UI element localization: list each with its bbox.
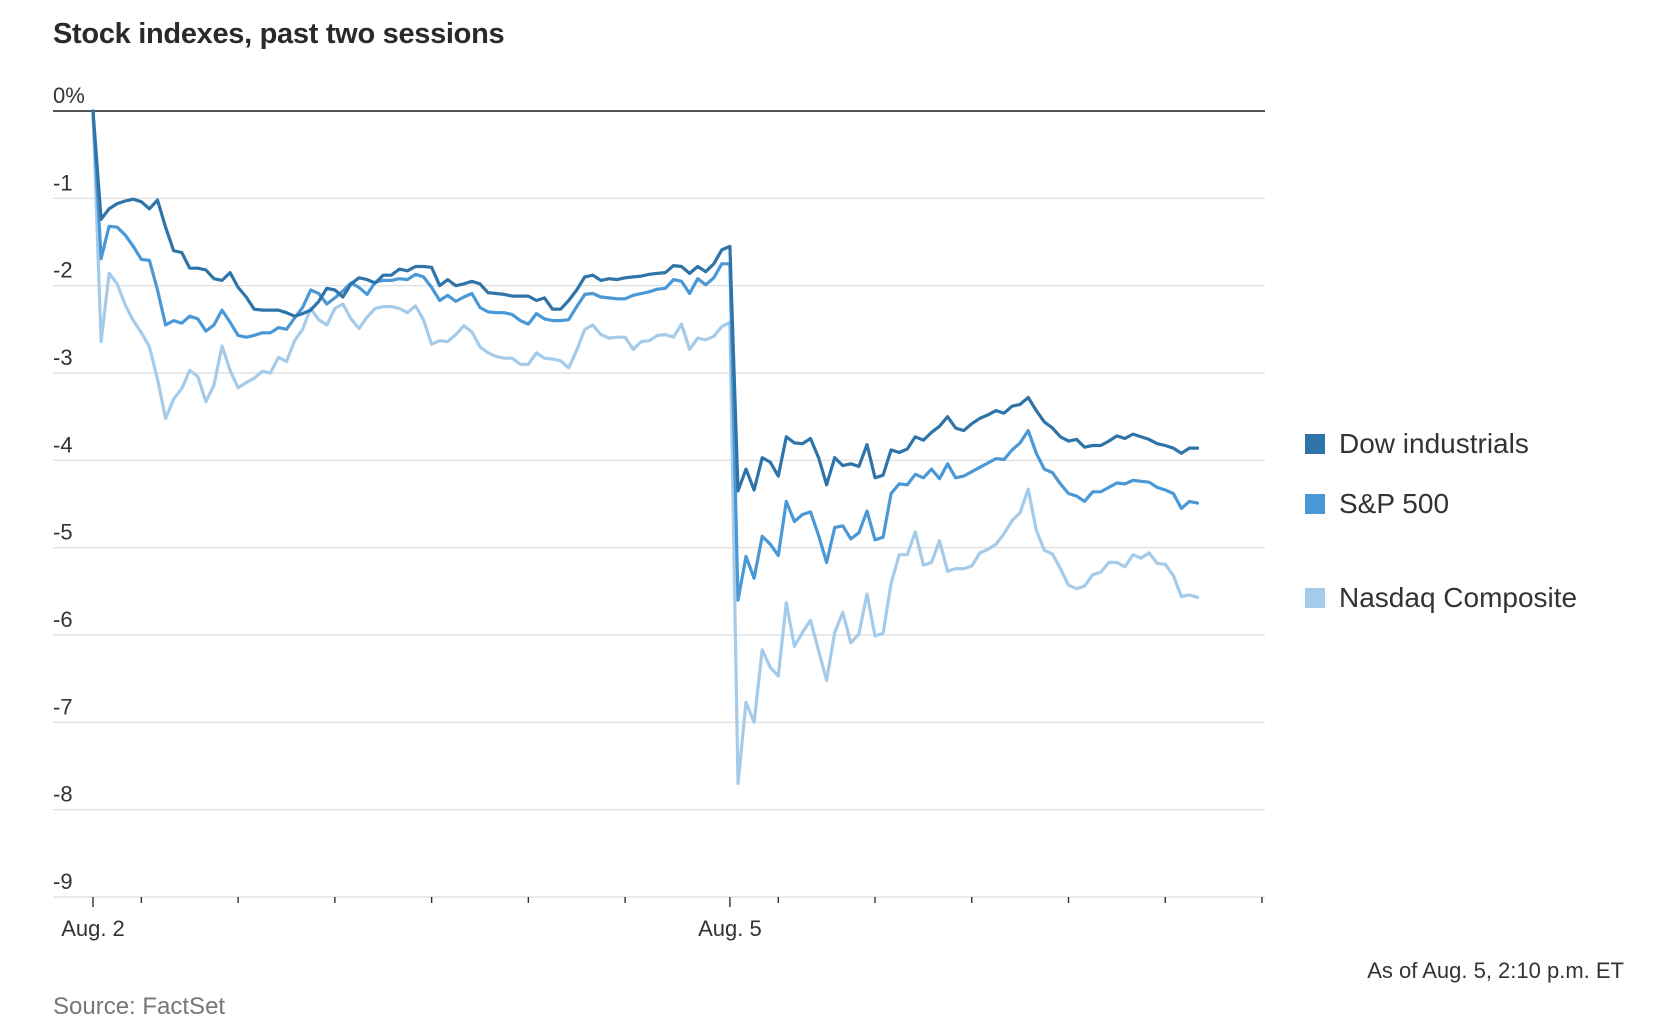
legend-item-nasdaq: Nasdaq Composite — [1305, 582, 1577, 614]
series-line-dow-industrials — [91, 109, 1200, 493]
legend-item-dow: Dow industrials — [1305, 428, 1529, 460]
legend-swatch-dow — [1305, 434, 1325, 454]
y-tick-label: -7 — [53, 694, 73, 719]
chart-title: Stock indexes, past two sessions — [53, 18, 505, 50]
y-tick-label: -6 — [53, 607, 73, 632]
legend-label-nasdaq: Nasdaq Composite — [1339, 582, 1578, 613]
series-line-nasdaq-composite — [91, 109, 1200, 786]
y-tick-label: 0% — [53, 83, 85, 108]
x-tick-label: Aug. 2 — [61, 916, 125, 941]
legend-item-sp500: S&P 500 — [1305, 488, 1449, 520]
y-axis-tick-labels: 0% -1 -2 -3 -4 -5 -6 -7 -8 -9 — [53, 83, 85, 894]
series-line-s-p-500 — [91, 109, 1200, 602]
x-axis: Aug. 2 Aug. 5 — [61, 897, 1263, 941]
y-tick-label: -5 — [53, 520, 73, 545]
y-tick-label: -2 — [53, 258, 73, 283]
gridlines — [53, 110, 1265, 898]
y-tick-label: -4 — [53, 432, 73, 457]
y-tick-label: -3 — [53, 345, 73, 370]
legend-label-dow: Dow industrials — [1339, 428, 1529, 459]
source-note: Source: FactSet — [53, 993, 226, 1020]
legend-label-sp500: S&P 500 — [1339, 488, 1450, 519]
y-tick-label: -1 — [53, 170, 73, 195]
x-tick-label: Aug. 5 — [698, 916, 762, 941]
legend-swatch-nasdaq — [1305, 588, 1325, 608]
y-tick-label: -8 — [53, 782, 73, 807]
legend-swatch-sp500 — [1305, 494, 1325, 514]
as-of-note: As of Aug. 5, 2:10 p.m. ET — [1367, 958, 1624, 983]
series-lines — [91, 109, 1200, 786]
y-tick-label: -9 — [53, 869, 73, 894]
